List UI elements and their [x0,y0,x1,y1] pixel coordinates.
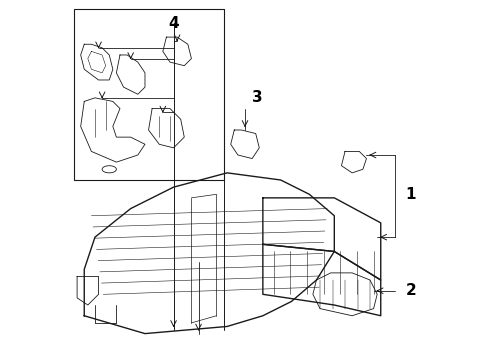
Text: 3: 3 [252,90,263,105]
Bar [74,9,223,180]
Text: 1: 1 [406,187,416,202]
Text: 4: 4 [168,16,179,31]
Text: 2: 2 [406,283,416,298]
